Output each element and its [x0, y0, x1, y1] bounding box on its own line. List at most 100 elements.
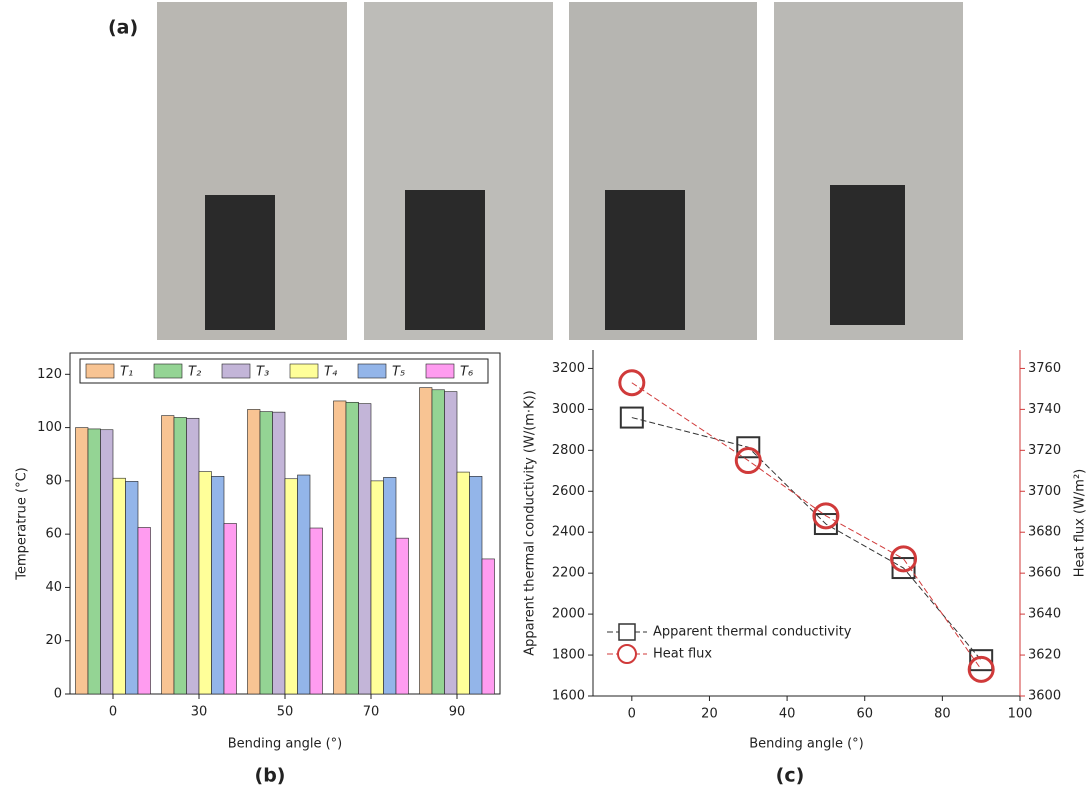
marker — [618, 369, 646, 397]
bar — [161, 415, 175, 695]
legend-label: T₅ — [392, 365, 405, 380]
marker — [736, 436, 761, 459]
legend-swatch — [357, 363, 387, 379]
bar — [211, 476, 225, 695]
y-tick-label: 100 — [37, 420, 62, 435]
y-tick-label: 2600 — [552, 484, 585, 499]
y-tick-label: 1600 — [552, 689, 585, 704]
bar — [395, 537, 409, 695]
y-tick-label: 80 — [45, 473, 62, 488]
legend-label: T₁ — [120, 365, 133, 380]
y2-tick-label: 3720 — [1028, 443, 1061, 458]
bar — [186, 417, 200, 695]
bar — [112, 477, 126, 695]
series-line — [631, 417, 982, 661]
x-tick-label: 60 — [856, 707, 873, 722]
y-tick-label: 40 — [45, 580, 62, 595]
y-axis-label: Temperatrue (°C) — [15, 467, 30, 581]
x-tick-label: 30 — [191, 705, 208, 720]
y-tick-label: 120 — [37, 367, 62, 382]
x-axis-label: Bending angle (°) — [749, 737, 864, 752]
x-tick-label: 90 — [449, 705, 466, 720]
bar — [431, 389, 445, 695]
bar — [284, 478, 298, 695]
marker — [812, 502, 840, 530]
bar — [456, 471, 470, 695]
bar — [469, 476, 483, 695]
legend-label: Heat flux — [653, 647, 712, 662]
bar — [309, 527, 323, 695]
bar — [198, 471, 212, 695]
bar — [173, 417, 187, 695]
bar — [100, 429, 114, 695]
bar — [297, 474, 311, 695]
legend-label: T₂ — [188, 365, 201, 380]
y2-tick-label: 3600 — [1028, 689, 1061, 704]
marker — [619, 406, 644, 429]
legend-frame — [79, 358, 489, 384]
photos — [157, 2, 963, 340]
bar — [333, 400, 347, 695]
marker — [891, 557, 916, 580]
y-tick-label: 3200 — [552, 361, 585, 376]
legend-label: T₃ — [256, 365, 269, 380]
photo-object — [205, 195, 275, 330]
legend-label: T₆ — [460, 365, 473, 380]
bar — [125, 481, 139, 695]
bar — [223, 523, 237, 695]
legend-swatch — [221, 363, 251, 379]
legend-swatch — [289, 363, 319, 379]
marker — [734, 447, 762, 475]
bar — [345, 401, 359, 695]
y-tick-label: 20 — [45, 633, 62, 648]
y-tick-label: 3000 — [552, 402, 585, 417]
legend-marker — [618, 623, 636, 641]
photo-object — [405, 190, 485, 330]
bar — [247, 409, 261, 695]
y-tick-label: 1800 — [552, 648, 585, 663]
legend-swatch — [153, 363, 183, 379]
y-tick-label: 60 — [45, 527, 62, 542]
x-tick-label: 100 — [1008, 707, 1033, 722]
bar — [358, 403, 372, 695]
y2-tick-label: 3680 — [1028, 525, 1061, 540]
legend-label: Apparent thermal conductivity — [653, 625, 852, 640]
bar — [419, 387, 433, 695]
y2-tick-label: 3620 — [1028, 648, 1061, 663]
legend-swatch — [425, 363, 455, 379]
x-tick-label: 0 — [628, 707, 636, 722]
y-tick-label: 2800 — [552, 443, 585, 458]
y2-axis-label: Heat flux (W/m²) — [1073, 469, 1088, 577]
x-axis-label: Bending angle (°) — [228, 737, 343, 752]
bar — [87, 428, 101, 695]
marker — [813, 513, 838, 536]
legend-swatch — [85, 363, 115, 379]
x-tick-label: 50 — [277, 705, 294, 720]
y-axis-label: Apparent thermal conductivity (W/(m·K)) — [523, 390, 538, 655]
bar — [370, 480, 384, 695]
y2-tick-label: 3760 — [1028, 361, 1061, 376]
bar — [75, 427, 89, 695]
y2-tick-label: 3640 — [1028, 607, 1061, 622]
bar — [383, 477, 397, 695]
panel-label: (b) — [255, 765, 286, 787]
bar — [137, 527, 151, 695]
marker — [890, 545, 918, 573]
legend-marker — [617, 644, 637, 664]
x-tick-label: 70 — [363, 705, 380, 720]
y-tick-label: 2400 — [552, 525, 585, 540]
y2-tick-label: 3740 — [1028, 402, 1061, 417]
y2-tick-label: 3660 — [1028, 566, 1061, 581]
x-tick-label: 0 — [109, 705, 117, 720]
marker — [969, 649, 994, 672]
x-tick-label: 40 — [779, 707, 796, 722]
bar — [272, 411, 286, 695]
legend-label: T₄ — [324, 365, 338, 380]
x-tick-label: 80 — [934, 707, 951, 722]
panel-label: (a) — [108, 17, 138, 39]
y-tick-label: 2200 — [552, 566, 585, 581]
photo-object — [605, 190, 685, 330]
y2-tick-label: 3700 — [1028, 484, 1061, 499]
marker — [967, 655, 995, 683]
